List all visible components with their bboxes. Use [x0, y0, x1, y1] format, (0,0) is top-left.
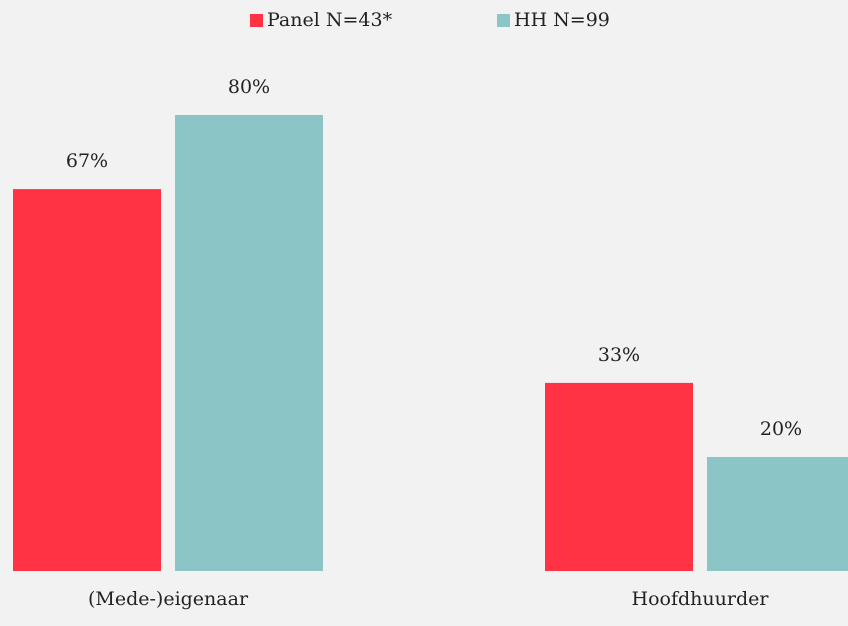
legend-label: HH N=99	[514, 9, 610, 31]
x-tick-label: Hoofdhuurder	[632, 588, 770, 610]
bar	[13, 189, 161, 571]
legend-label: Panel N=43*	[267, 9, 393, 31]
data-label: 20%	[760, 418, 802, 440]
legend-swatch	[250, 14, 263, 27]
bar	[545, 382, 693, 571]
data-label: 80%	[228, 76, 270, 98]
data-label: 67%	[66, 150, 108, 172]
bar	[175, 115, 323, 571]
data-label: 33%	[598, 344, 640, 366]
legend-swatch	[497, 14, 510, 27]
x-tick-label: (Mede-)eigenaar	[88, 588, 249, 610]
bar	[707, 457, 848, 571]
